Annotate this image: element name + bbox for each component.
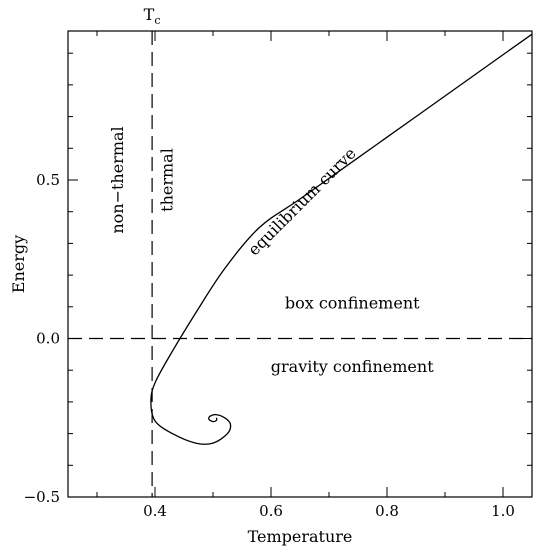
- y-tick-label: −0.5: [24, 488, 60, 506]
- x-axis-label: Temperature: [248, 527, 353, 546]
- tick-labels: 0.4 0.6 0.8 1.0 −0.5 0.0 0.5: [24, 171, 515, 520]
- plot-frame: [67, 30, 533, 498]
- annotation-gravity-confinement: gravity confinement: [271, 357, 434, 376]
- tc-label-subscript: c: [154, 14, 160, 27]
- annotation-box-confinement: box confinement: [285, 293, 420, 312]
- annotation-equilibrium-curve: equilibrium curve: [244, 144, 360, 260]
- y-tick-label: 0.5: [36, 171, 60, 189]
- x-tick-label: 0.8: [375, 502, 399, 520]
- equilibrium-curve: [150, 33, 533, 445]
- annotation-thermal: thermal: [157, 148, 176, 212]
- axis-ticks: [68, 31, 532, 497]
- y-tick-label: 0.0: [36, 329, 60, 347]
- x-tick-label: 1.0: [491, 502, 515, 520]
- x-tick-label: 0.6: [259, 502, 283, 520]
- x-tick-label: 0.4: [143, 502, 167, 520]
- tc-label-main: T: [144, 5, 155, 24]
- tc-label: Tc: [144, 5, 161, 27]
- y-axis-label: Energy: [9, 235, 28, 293]
- annotation-non-thermal: non−thermal: [108, 126, 127, 233]
